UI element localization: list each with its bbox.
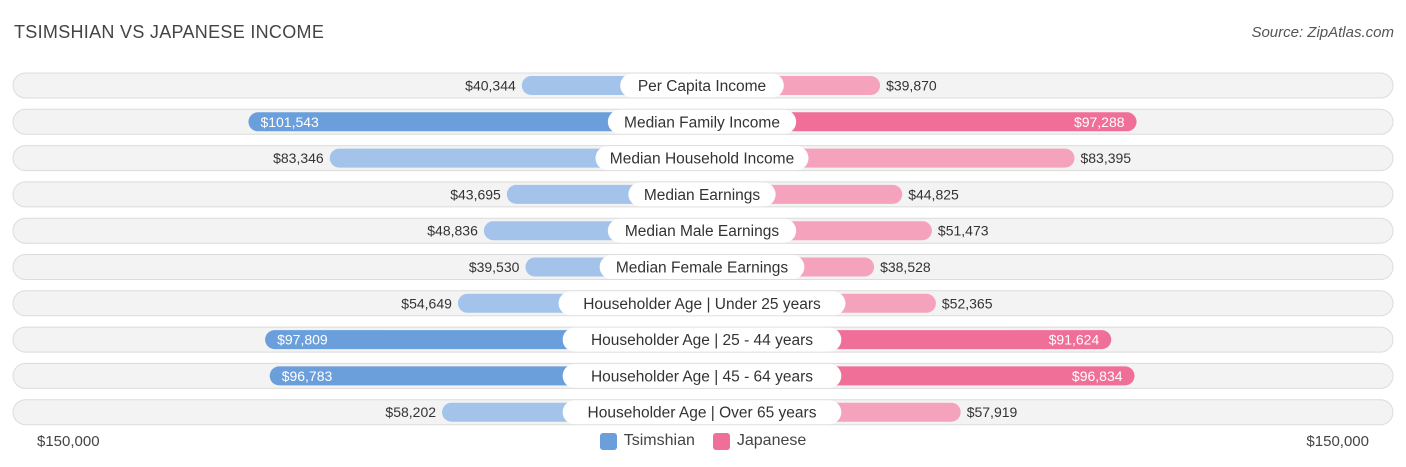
category-pill <box>607 109 797 134</box>
legend-label-japanese: Japanese <box>736 432 807 449</box>
value-label-tsimshian: $58,202 <box>385 404 436 420</box>
category-label: Householder Age | 25 - 44 years <box>591 332 813 349</box>
category-pill <box>620 73 784 98</box>
chart-row: $40,344 $39,870 Per Capita Income <box>12 72 1394 99</box>
value-label-tsimshian: $83,346 <box>273 150 324 166</box>
category-label: Householder Age | 45 - 64 years <box>591 368 813 385</box>
chart-row: $43,695 $44,825 Median Earnings <box>12 181 1394 208</box>
chart-title: TSIMSHIAN VS JAPANESE INCOME <box>14 22 325 42</box>
category-pill <box>595 146 809 171</box>
category-label: Householder Age | Under 25 years <box>583 296 821 313</box>
legend-label-tsimshian: Tsimshian <box>623 432 695 449</box>
value-label-tsimshian: $101,543 <box>260 114 319 130</box>
chart-row: $97,809 $91,624 Householder Age | 25 - 44 … <box>12 326 1394 353</box>
value-label-japanese: $83,395 <box>1080 150 1131 166</box>
value-label-tsimshian: $48,836 <box>427 223 478 239</box>
value-label-tsimshian: $40,344 <box>465 78 516 94</box>
axis-right-label: $150,000 <box>1306 433 1369 450</box>
value-label-japanese: $57,919 <box>967 404 1018 420</box>
chart-row: $48,836 $51,473 Median Male Earnings <box>12 217 1394 244</box>
category-pill <box>562 363 842 388</box>
value-label-tsimshian: $43,695 <box>450 186 501 202</box>
chart-row: $58,202 $57,919 Householder Age | Over 65 … <box>12 399 1394 426</box>
category-pill <box>607 218 797 243</box>
category-pill <box>562 327 842 352</box>
category-label: Householder Age | Over 65 years <box>588 405 817 422</box>
chart-row: $83,346 $83,395 Median Household Income <box>12 145 1394 172</box>
category-label: Per Capita Income <box>638 78 766 95</box>
bar-tsimshian <box>248 112 702 132</box>
value-label-japanese: $51,473 <box>938 223 989 239</box>
category-label: Median Household Income <box>610 151 794 168</box>
value-label-japanese: $52,365 <box>942 295 993 311</box>
category-pill <box>628 182 776 207</box>
category-pill <box>562 400 842 425</box>
value-label-japanese: $96,834 <box>1072 368 1123 384</box>
bar-japanese <box>702 112 1137 132</box>
chart-row: $96,783 $96,834 Householder Age | 45 - 64 … <box>12 362 1394 389</box>
legend-swatch-japanese <box>712 432 730 450</box>
legend-swatch-tsimshian <box>599 432 617 450</box>
value-label-tsimshian: $54,649 <box>401 295 452 311</box>
chart-row: $101,543 $97,288 Median Family Income <box>12 108 1394 135</box>
value-label-japanese: $38,528 <box>880 259 931 275</box>
value-label-japanese: $39,870 <box>886 78 937 94</box>
category-label: Median Family Income <box>624 114 780 131</box>
category-label: Median Earnings <box>644 187 761 204</box>
value-label-tsimshian: $96,783 <box>282 368 333 384</box>
legend-item-tsimshian[interactable]: Tsimshian <box>599 432 695 450</box>
chart-row: $54,649 $52,365 Householder Age | Under 25… <box>12 290 1394 317</box>
category-label: Median Female Earnings <box>616 260 789 277</box>
source-label: Source: ZipAtlas.com <box>1251 24 1394 41</box>
category-pill <box>558 291 846 316</box>
chart-row: $39,530 $38,528 Median Female Earnings <box>12 254 1394 280</box>
value-label-tsimshian: $97,809 <box>277 332 328 348</box>
value-label-tsimshian: $39,530 <box>469 259 520 275</box>
category-label: Median Male Earnings <box>625 223 779 240</box>
value-label-japanese: $44,825 <box>908 186 959 202</box>
legend: Tsimshian Japanese <box>0 432 1406 450</box>
category-pill <box>599 255 805 279</box>
value-label-japanese: $91,624 <box>1049 332 1100 348</box>
legend-item-japanese[interactable]: Japanese <box>712 432 807 450</box>
axis-left-label: $150,000 <box>37 433 100 450</box>
value-label-japanese: $97,288 <box>1074 114 1125 130</box>
